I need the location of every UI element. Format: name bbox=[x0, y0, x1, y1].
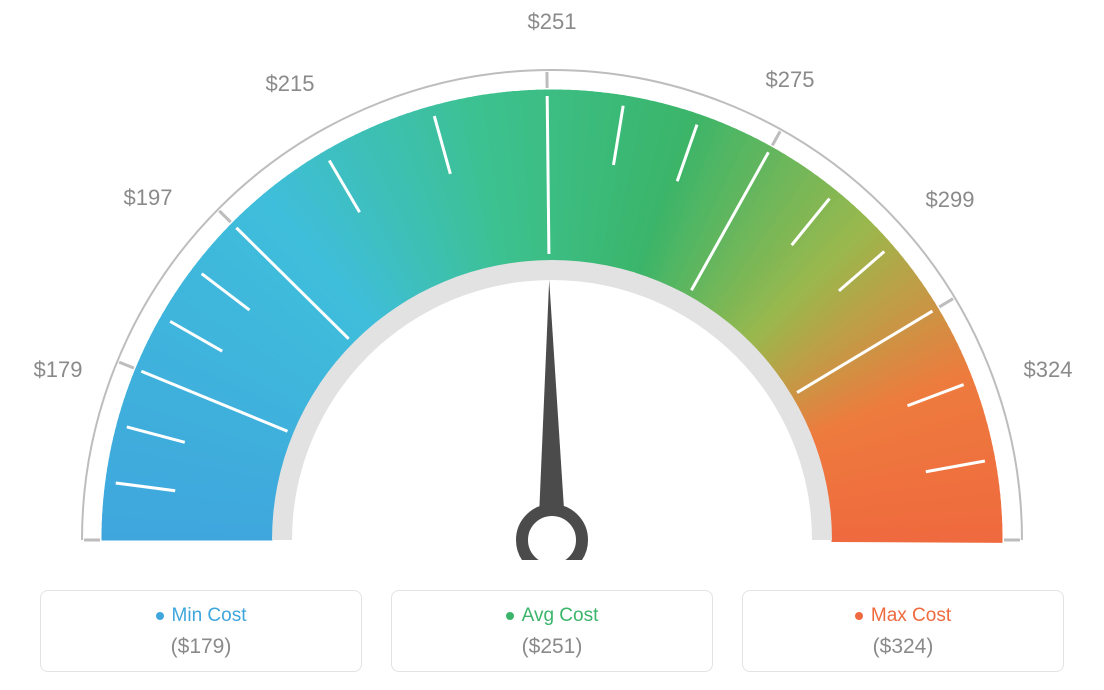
gauge-tick-label: $215 bbox=[266, 71, 315, 97]
gauge-tick-label: $299 bbox=[926, 187, 975, 213]
gauge-tick-label: $197 bbox=[124, 185, 173, 211]
dot-icon bbox=[506, 612, 514, 620]
legend-value: ($179) bbox=[41, 635, 361, 659]
legend-row: Min Cost ($179) Avg Cost ($251) Max Cost… bbox=[0, 590, 1104, 672]
dot-icon bbox=[156, 612, 164, 620]
gauge-tick-label: $324 bbox=[1024, 357, 1073, 383]
gauge-chart-container: $179 $197 $215 $251 $275 $299 $324 Min Cost ($… bbox=[0, 0, 1104, 690]
legend-box-min: Min Cost ($179) bbox=[40, 590, 362, 672]
gauge-tick-label: $179 bbox=[34, 357, 83, 383]
gauge-svg bbox=[0, 0, 1104, 560]
legend-title-max: Max Cost bbox=[855, 605, 951, 627]
gauge-needle-hub bbox=[522, 510, 582, 560]
legend-title-avg: Avg Cost bbox=[506, 605, 599, 627]
gauge-tick-label: $275 bbox=[766, 67, 815, 93]
legend-box-max: Max Cost ($324) bbox=[742, 590, 1064, 672]
legend-label: Min Cost bbox=[172, 605, 247, 627]
legend-label: Avg Cost bbox=[522, 605, 599, 627]
gauge-area: $179 $197 $215 $251 $275 $299 $324 bbox=[0, 0, 1104, 560]
legend-box-avg: Avg Cost ($251) bbox=[391, 590, 713, 672]
legend-value: ($251) bbox=[392, 635, 712, 659]
legend-label: Max Cost bbox=[871, 605, 951, 627]
legend-title-min: Min Cost bbox=[156, 605, 247, 627]
dot-icon bbox=[855, 612, 863, 620]
legend-value: ($324) bbox=[743, 635, 1063, 659]
gauge-tick-label: $251 bbox=[528, 9, 577, 35]
gauge-needle bbox=[538, 280, 566, 540]
